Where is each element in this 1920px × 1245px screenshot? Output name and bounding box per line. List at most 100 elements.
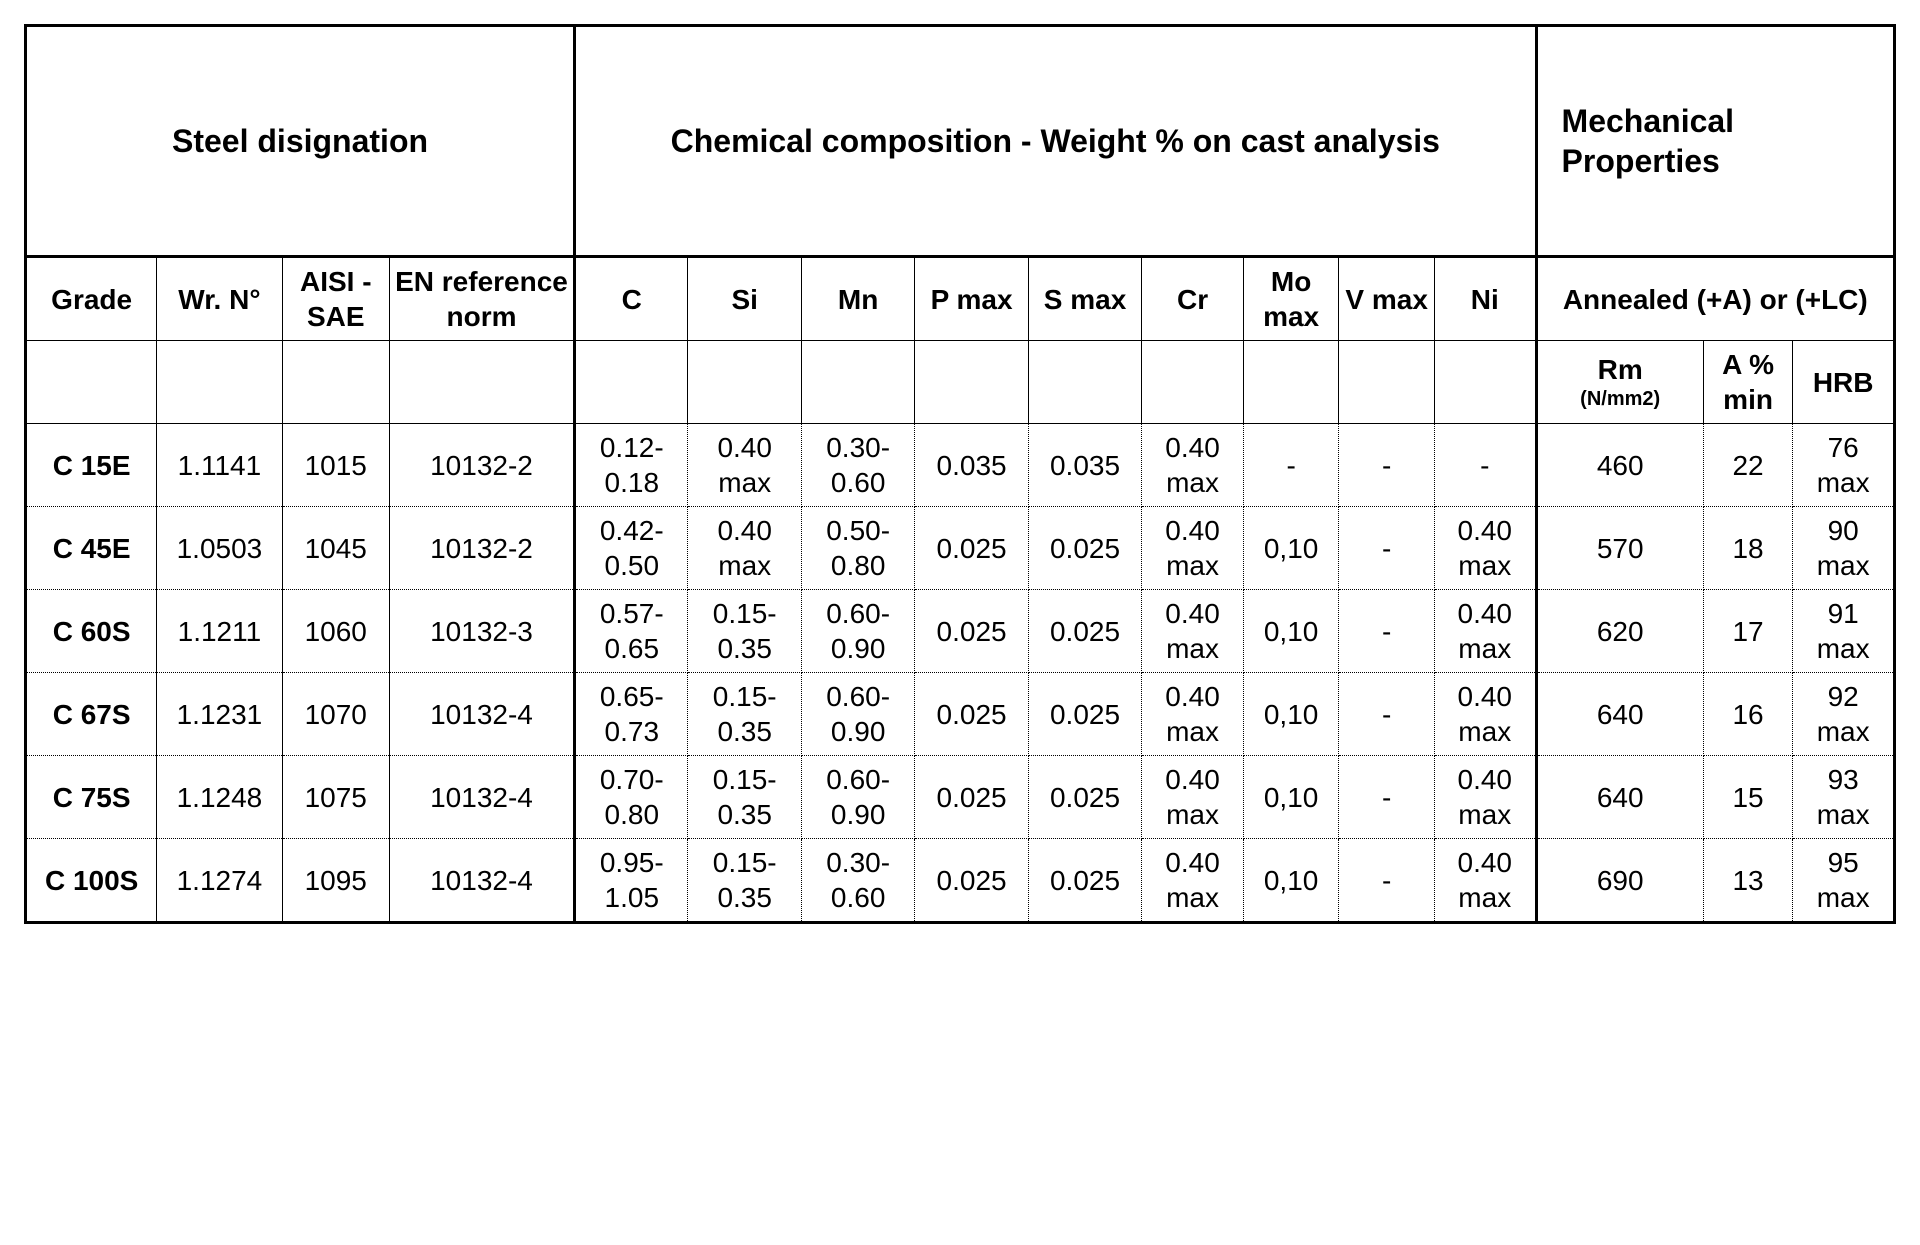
col-ni: Ni [1434, 257, 1536, 341]
cell-grade: C 75S [26, 756, 157, 839]
cell-cr: 0.40 max [1142, 756, 1244, 839]
steel-table: Steel disignation Chemical composition -… [24, 24, 1896, 924]
cell-si: 0.15-0.35 [688, 590, 801, 673]
col-cr: Cr [1142, 257, 1244, 341]
cell-si: 0.15-0.35 [688, 839, 801, 923]
cell-v: - [1339, 839, 1435, 923]
cell-s: 0.025 [1028, 507, 1141, 590]
cell-p: 0.025 [915, 673, 1028, 756]
cell-aisi: 1060 [282, 590, 389, 673]
cell-v: - [1339, 590, 1435, 673]
group-chemical-composition: Chemical composition - Weight % on cast … [575, 26, 1537, 257]
cell-a: 16 [1703, 673, 1793, 756]
cell-p: 0.025 [915, 756, 1028, 839]
col-aisi: AISI - SAE [282, 257, 389, 341]
cell-wr: 1.0503 [157, 507, 282, 590]
cell-cr: 0.40 max [1142, 839, 1244, 923]
col-c: C [575, 257, 688, 341]
cell-hrb: 76 max [1793, 424, 1895, 507]
cell-wr: 1.1248 [157, 756, 282, 839]
cell-si: 0.15-0.35 [688, 673, 801, 756]
cell-wr: 1.1231 [157, 673, 282, 756]
col-p: P max [915, 257, 1028, 341]
cell-hrb: 93 max [1793, 756, 1895, 839]
table-row: C 100S1.1274109510132-40.95-1.050.15-0.3… [26, 839, 1895, 923]
table-row: C 67S1.1231107010132-40.65-0.730.15-0.35… [26, 673, 1895, 756]
cell-mo: - [1243, 424, 1339, 507]
cell-aisi: 1075 [282, 756, 389, 839]
table-row: C 75S1.1248107510132-40.70-0.800.15-0.35… [26, 756, 1895, 839]
group-steel-disignation: Steel disignation [26, 26, 575, 257]
cell-grade: C 100S [26, 839, 157, 923]
cell-v: - [1339, 424, 1435, 507]
cell-aisi: 1045 [282, 507, 389, 590]
col-mn: Mn [801, 257, 914, 341]
col-hrb: HRB [1793, 341, 1895, 424]
col-rm: Rm (N/mm2) [1536, 341, 1703, 424]
cell-c: 0.95-1.05 [575, 839, 688, 923]
cell-ni: 0.40 max [1434, 590, 1536, 673]
col-a: A % min [1703, 341, 1793, 424]
cell-mo: 0,10 [1243, 756, 1339, 839]
cell-grade: C 45E [26, 507, 157, 590]
cell-aisi: 1015 [282, 424, 389, 507]
cell-c: 0.42-0.50 [575, 507, 688, 590]
cell-si: 0.40 max [688, 507, 801, 590]
cell-si: 0.15-0.35 [688, 756, 801, 839]
table-row: C 15E1.1141101510132-20.12-0.180.40 max0… [26, 424, 1895, 507]
cell-aisi: 1070 [282, 673, 389, 756]
cell-s: 0.025 [1028, 756, 1141, 839]
cell-wr: 1.1211 [157, 590, 282, 673]
cell-a: 18 [1703, 507, 1793, 590]
col-rm-label: Rm [1598, 354, 1643, 385]
cell-cr: 0.40 max [1142, 507, 1244, 590]
cell-s: 0.025 [1028, 590, 1141, 673]
cell-si: 0.40 max [688, 424, 801, 507]
cell-wr: 1.1141 [157, 424, 282, 507]
table-row: C 60S1.1211106010132-30.57-0.650.15-0.35… [26, 590, 1895, 673]
cell-grade: C 60S [26, 590, 157, 673]
col-wr: Wr. N° [157, 257, 282, 341]
cell-rm: 640 [1536, 756, 1703, 839]
subgroup-annealed: Annealed (+A) or (+LC) [1536, 257, 1894, 341]
cell-p: 0.025 [915, 590, 1028, 673]
cell-en: 10132-4 [389, 673, 574, 756]
cell-hrb: 92 max [1793, 673, 1895, 756]
cell-a: 17 [1703, 590, 1793, 673]
cell-ni: 0.40 max [1434, 839, 1536, 923]
cell-c: 0.70-0.80 [575, 756, 688, 839]
col-si: Si [688, 257, 801, 341]
cell-rm: 570 [1536, 507, 1703, 590]
cell-ni: 0.40 max [1434, 756, 1536, 839]
cell-grade: C 67S [26, 673, 157, 756]
table-body: C 15E1.1141101510132-20.12-0.180.40 max0… [26, 424, 1895, 923]
cell-en: 10132-2 [389, 507, 574, 590]
cell-mn: 0.30-0.60 [801, 424, 914, 507]
cell-aisi: 1095 [282, 839, 389, 923]
cell-v: - [1339, 756, 1435, 839]
cell-cr: 0.40 max [1142, 673, 1244, 756]
cell-mn: 0.60-0.90 [801, 673, 914, 756]
cell-en: 10132-3 [389, 590, 574, 673]
cell-c: 0.65-0.73 [575, 673, 688, 756]
cell-s: 0.025 [1028, 673, 1141, 756]
cell-mo: 0,10 [1243, 839, 1339, 923]
cell-a: 15 [1703, 756, 1793, 839]
cell-a: 22 [1703, 424, 1793, 507]
cell-s: 0.025 [1028, 839, 1141, 923]
cell-s: 0.035 [1028, 424, 1141, 507]
cell-en: 10132-4 [389, 756, 574, 839]
cell-hrb: 95 max [1793, 839, 1895, 923]
cell-p: 0.025 [915, 507, 1028, 590]
col-s: S max [1028, 257, 1141, 341]
cell-a: 13 [1703, 839, 1793, 923]
cell-mn: 0.50-0.80 [801, 507, 914, 590]
spacer-cell [26, 341, 157, 424]
cell-v: - [1339, 673, 1435, 756]
group-mechanical-properties: Mechanical Properties [1536, 26, 1894, 257]
cell-mn: 0.60-0.90 [801, 590, 914, 673]
col-rm-unit: (N/mm2) [1542, 387, 1699, 412]
cell-hrb: 90 max [1793, 507, 1895, 590]
col-mo: Mo max [1243, 257, 1339, 341]
cell-rm: 460 [1536, 424, 1703, 507]
